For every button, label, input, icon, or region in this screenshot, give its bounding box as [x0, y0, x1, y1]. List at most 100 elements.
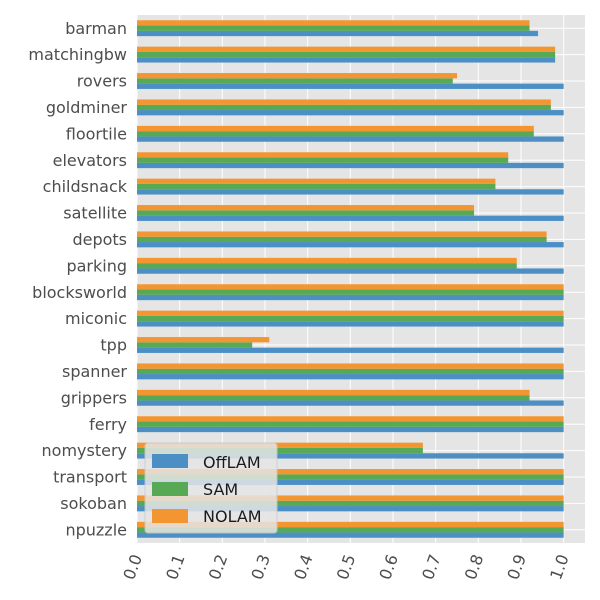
y-tick-label-grippers: grippers [61, 388, 127, 407]
y-tick-label-childsnack: childsnack [43, 177, 128, 196]
legend-swatch-nolam [152, 509, 188, 523]
bar-nolam-npuzzle [137, 521, 564, 528]
bar-nolam-floortile [137, 125, 534, 132]
legend-label-sam: SAM [203, 480, 238, 499]
legend-swatch-sam [152, 482, 188, 496]
bar-sam-ferry [137, 421, 564, 427]
x-tick-label: 0.9 [503, 552, 530, 582]
x-tick-labels: 0.0 0.1 0.2 0.3 0.4 0.5 0.6 0.7 0.8 0.9 1.0 [119, 552, 572, 582]
bar-sam-childsnack [137, 183, 496, 190]
y-tick-labels: barman matchingbw rovers goldminer floortile… [28, 19, 127, 540]
bar-sam-satellite [137, 210, 475, 216]
bar-sam-sokoban [137, 500, 564, 507]
x-tick-label: 1.0 [546, 552, 573, 582]
bar-offlam-rovers [137, 83, 564, 89]
y-tick-label-matchingbw: matchingbw [28, 45, 127, 64]
bar-nolam-nomystery [137, 442, 423, 448]
bar-nolam-rovers [137, 73, 457, 79]
y-tick-label-tpp: tpp [100, 336, 127, 355]
y-tick-label-elevators: elevators [53, 151, 127, 170]
bar-nolam-sokoban [137, 495, 564, 501]
bar-offlam-barman [137, 30, 539, 37]
y-tick-label-parking: parking [66, 256, 127, 275]
y-tick-label-ferry: ferry [89, 415, 127, 434]
y-tick-label-floortile: floortile [66, 124, 127, 143]
x-tick-label: 0.2 [205, 552, 232, 582]
legend-swatch-offlam [152, 454, 188, 468]
bar-offlam-ferry [137, 426, 564, 433]
bar-nolam-barman [137, 20, 530, 26]
bar-sam-depots [137, 236, 547, 243]
bar-nolam-elevators [137, 152, 509, 158]
legend: OffLAM SAM NOLAM [144, 442, 278, 534]
y-tick-label-nomystery: nomystery [42, 441, 127, 460]
bar-sam-grippers [137, 395, 530, 401]
bar-offlam-nomystery [137, 453, 564, 459]
bar-sam-rovers [137, 78, 453, 84]
bar-offlam-spanner [137, 374, 564, 380]
bar-nolam-grippers [137, 389, 530, 396]
legend-label-offlam: OffLAM [203, 453, 261, 472]
bar-nolam-depots [137, 231, 547, 237]
bar-nolam-ferry [137, 416, 564, 422]
bar-nolam-parking [137, 257, 517, 264]
bar-offlam-childsnack [137, 189, 564, 195]
bar-sam-elevators [137, 157, 509, 163]
y-tick-label-transport: transport [53, 468, 127, 487]
bar-sam-spanner [137, 368, 564, 375]
bar-nolam-blocksworld [137, 284, 564, 290]
bar-offlam-transport [137, 479, 564, 485]
bar-nolam-tpp [137, 337, 270, 343]
bar-sam-tpp [137, 342, 253, 348]
bar-offlam-npuzzle [137, 532, 564, 538]
y-tick-label-goldminer: goldminer [46, 98, 128, 117]
bar-offlam-goldminer [137, 110, 564, 116]
x-tick-label: 0.7 [418, 552, 445, 582]
y-tick-label-spanner: spanner [62, 362, 127, 381]
x-tick-label: 0.6 [375, 552, 402, 582]
bar-offlam-depots [137, 242, 564, 248]
y-tick-label-depots: depots [72, 230, 127, 249]
bar-nolam-miconic [137, 310, 564, 316]
bar-offlam-parking [137, 268, 564, 274]
bar-sam-miconic [137, 315, 564, 322]
bar-nolam-childsnack [137, 178, 496, 184]
x-tick-label: 0.8 [461, 552, 488, 582]
bar-nolam-matchingbw [137, 46, 556, 52]
y-tick-label-satellite: satellite [63, 204, 127, 223]
bar-sam-transport [137, 474, 564, 480]
bar-sam-parking [137, 263, 517, 269]
y-tick-label-rovers: rovers [77, 72, 127, 91]
bar-offlam-satellite [137, 215, 564, 221]
bar-sam-npuzzle [137, 527, 564, 533]
bar-sam-nomystery [137, 447, 423, 454]
bar-sam-barman [137, 25, 530, 31]
bar-offlam-grippers [137, 400, 564, 406]
bar-nolam-goldminer [137, 99, 551, 105]
legend-label-nolam: NOLAM [203, 507, 262, 526]
bar-offlam-miconic [137, 321, 564, 327]
bar-offlam-elevators [137, 162, 564, 169]
y-tick-label-barman: barman [65, 19, 127, 38]
bar-sam-blocksworld [137, 289, 564, 295]
bar-offlam-matchingbw [137, 57, 556, 63]
bar-offlam-blocksworld [137, 294, 564, 301]
y-tick-label-blocksworld: blocksworld [32, 283, 127, 302]
bar-nolam-satellite [137, 205, 475, 211]
y-tick-label-sokoban: sokoban [60, 494, 127, 513]
bar-offlam-floortile [137, 136, 564, 142]
bar-offlam-tpp [137, 347, 564, 353]
x-tick-label: 0.4 [290, 552, 317, 582]
x-tick-label: 0.3 [247, 552, 274, 582]
bar-offlam-sokoban [137, 506, 564, 512]
x-tick-label: 0.5 [333, 552, 360, 582]
bars-layer [137, 20, 564, 538]
y-tick-label-npuzzle: npuzzle [65, 520, 127, 539]
y-tick-label-miconic: miconic [65, 309, 127, 328]
bar-sam-goldminer [137, 104, 551, 111]
bar-nolam-transport [137, 469, 564, 475]
bar-nolam-spanner [137, 363, 564, 369]
bar-sam-floortile [137, 131, 534, 137]
